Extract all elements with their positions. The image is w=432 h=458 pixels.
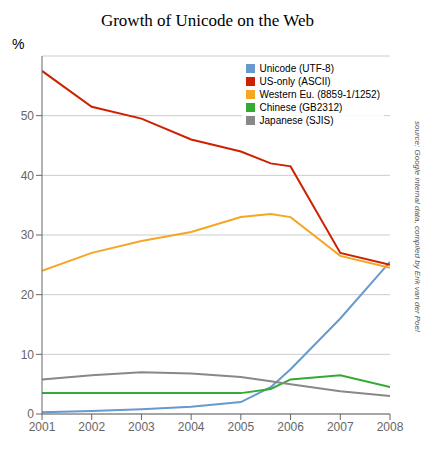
svg-text:2005: 2005 xyxy=(228,420,255,434)
html-text:US-only (ASCII): US-only (ASCII) xyxy=(259,76,331,87)
svg-text:2004: 2004 xyxy=(178,420,205,434)
svg-text:2003: 2003 xyxy=(128,420,155,434)
svg-text:2001: 2001 xyxy=(29,420,56,434)
svg-text:10: 10 xyxy=(21,348,35,362)
svg-text:50: 50 xyxy=(21,109,35,123)
svg-text:2006: 2006 xyxy=(277,420,304,434)
html-text:Western Eu. (8859-1/1252): Western Eu. (8859-1/1252) xyxy=(259,89,380,100)
svg-text:2007: 2007 xyxy=(327,420,354,434)
svg-text:30: 30 xyxy=(21,228,35,242)
html-text:Japanese (SJIS): Japanese (SJIS) xyxy=(259,115,334,126)
svg-text:20: 20 xyxy=(21,288,35,302)
html-text:Chinese (GB2312): Chinese (GB2312) xyxy=(259,102,343,113)
svg-text:2008: 2008 xyxy=(377,420,404,434)
html-text:source: Google internal data,: source: Google internal data, compiled b… xyxy=(413,120,422,332)
svg-text:0: 0 xyxy=(27,407,34,421)
html-text:Unicode (UTF-8): Unicode (UTF-8) xyxy=(259,63,334,74)
html-text:Growth of Unicode on the Web: Growth of Unicode on the Web xyxy=(100,11,315,30)
svg-text:2002: 2002 xyxy=(78,420,105,434)
svg-text:40: 40 xyxy=(21,169,35,183)
